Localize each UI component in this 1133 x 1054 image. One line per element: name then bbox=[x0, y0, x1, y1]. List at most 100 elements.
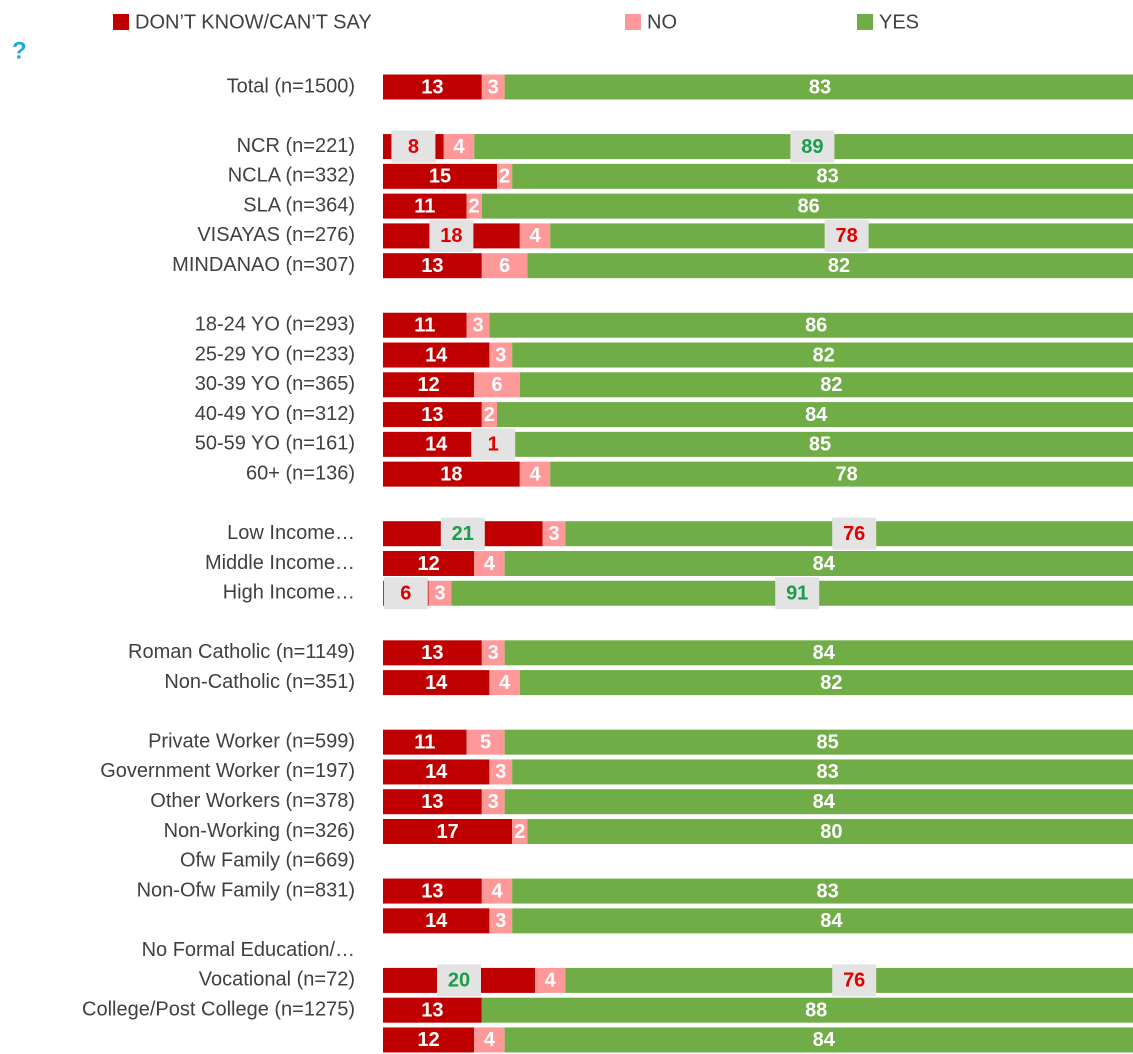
y-tick-label: Government Worker (n=197) bbox=[100, 760, 355, 782]
bar-segment bbox=[443, 134, 475, 160]
data-label: 6 bbox=[400, 583, 411, 605]
bar-segment bbox=[519, 372, 1133, 398]
bar-segment bbox=[504, 729, 1133, 755]
bar-segment bbox=[383, 461, 520, 487]
y-tick-label: No Formal Education/… bbox=[142, 939, 355, 961]
bar-segment bbox=[512, 908, 1133, 934]
data-label: 4 bbox=[484, 553, 496, 575]
data-label: 2 bbox=[469, 195, 480, 217]
data-label: 82 bbox=[820, 672, 842, 694]
legend-label: NO bbox=[647, 11, 677, 33]
data-label: 82 bbox=[813, 344, 835, 366]
y-tick-label: Middle Income… bbox=[205, 552, 355, 574]
bar-segment bbox=[383, 759, 490, 785]
bar-segment bbox=[489, 908, 513, 934]
data-label: 15 bbox=[429, 166, 451, 188]
bar-segment bbox=[489, 670, 520, 696]
data-label: 13 bbox=[421, 642, 443, 664]
bar-segment bbox=[504, 550, 1133, 576]
bar-segment bbox=[512, 342, 1133, 368]
bar-segment bbox=[481, 878, 513, 904]
bar-segment bbox=[504, 74, 1133, 100]
data-label: 84 bbox=[813, 1029, 836, 1051]
bar-segment bbox=[512, 819, 528, 844]
data-label: 3 bbox=[488, 76, 499, 98]
bar-segment bbox=[383, 312, 467, 338]
data-label: 11 bbox=[414, 315, 435, 337]
data-label: 14 bbox=[425, 910, 448, 932]
data-label: 14 bbox=[425, 344, 448, 366]
bar-segment bbox=[519, 223, 551, 249]
y-tick-label: Non-Ofw Family (n=831) bbox=[137, 879, 355, 901]
bar-segment bbox=[383, 372, 475, 398]
bar-segment bbox=[383, 640, 482, 666]
bar-segment bbox=[535, 967, 566, 993]
legend-swatch bbox=[113, 14, 129, 30]
data-label: 12 bbox=[417, 1029, 439, 1051]
y-tick-label: 40-49 YO (n=312) bbox=[195, 403, 355, 425]
data-label: 3 bbox=[434, 583, 445, 605]
data-label: 3 bbox=[495, 910, 506, 932]
bar-segment bbox=[383, 819, 513, 844]
data-label: 1 bbox=[488, 434, 499, 456]
bar-segment bbox=[519, 670, 1133, 696]
y-tick-label: High Income… bbox=[223, 582, 355, 604]
y-tick-label: 30-39 YO (n=365) bbox=[195, 373, 355, 395]
y-tick-label: Non-Working (n=326) bbox=[164, 820, 355, 842]
bar-segment bbox=[497, 402, 1133, 428]
data-label: 83 bbox=[816, 761, 838, 783]
bar-segment bbox=[481, 997, 1133, 1023]
y-tick-label: Ofw Family (n=669) bbox=[180, 850, 355, 872]
bar-segment bbox=[481, 193, 1133, 219]
data-label: 3 bbox=[488, 642, 499, 664]
bar-segment bbox=[489, 759, 513, 785]
data-label: 80 bbox=[820, 821, 842, 843]
label-box bbox=[832, 517, 877, 550]
y-tick-label: 50-59 YO (n=161) bbox=[195, 433, 355, 455]
bar-segment bbox=[383, 789, 482, 815]
data-label: 84 bbox=[805, 404, 828, 426]
y-tick-label: Non-Catholic (n=351) bbox=[164, 671, 355, 693]
data-label: 4 bbox=[453, 136, 465, 158]
data-label: 84 bbox=[813, 642, 836, 664]
data-label: 82 bbox=[820, 374, 842, 396]
data-label: 88 bbox=[805, 999, 827, 1021]
y-tick-label: Other Workers (n=378) bbox=[150, 790, 355, 812]
label-box bbox=[824, 219, 869, 252]
bar-segment bbox=[383, 193, 467, 219]
data-label: 83 bbox=[816, 166, 838, 188]
y-tick-label: MINDANAO (n=307) bbox=[172, 254, 355, 276]
data-label: 76 bbox=[843, 970, 865, 992]
bar-segment bbox=[383, 163, 497, 189]
label-box bbox=[471, 428, 516, 461]
bar-segment bbox=[383, 997, 482, 1023]
bar-segment bbox=[474, 1027, 505, 1053]
data-label: 76 bbox=[843, 523, 865, 545]
data-label: 2 bbox=[514, 821, 525, 843]
y-tick-label: NCR (n=221) bbox=[237, 135, 355, 157]
data-label: 83 bbox=[809, 76, 831, 98]
bar-segment bbox=[489, 312, 1133, 338]
data-label: 85 bbox=[816, 731, 838, 753]
data-label: 5 bbox=[480, 731, 491, 753]
data-label: 78 bbox=[835, 463, 857, 485]
data-label: 78 bbox=[835, 225, 857, 247]
data-label: 84 bbox=[813, 791, 836, 813]
data-label: 3 bbox=[472, 315, 483, 337]
data-label: 3 bbox=[495, 761, 506, 783]
y-tick-label: 18-24 YO (n=293) bbox=[195, 314, 355, 336]
label-box bbox=[775, 577, 820, 610]
bar-segment bbox=[481, 402, 497, 428]
data-label: 13 bbox=[421, 999, 443, 1021]
label-box bbox=[437, 964, 481, 997]
bar-segment bbox=[383, 550, 475, 576]
data-label: 4 bbox=[484, 1029, 496, 1051]
bar-segment bbox=[512, 163, 1133, 189]
data-label: 21 bbox=[452, 523, 474, 545]
y-tick-label: Total (n=1500) bbox=[227, 75, 355, 97]
legend-swatch bbox=[857, 14, 873, 30]
data-label: 3 bbox=[495, 344, 506, 366]
bar-segment bbox=[481, 253, 528, 279]
data-label: 13 bbox=[421, 404, 443, 426]
